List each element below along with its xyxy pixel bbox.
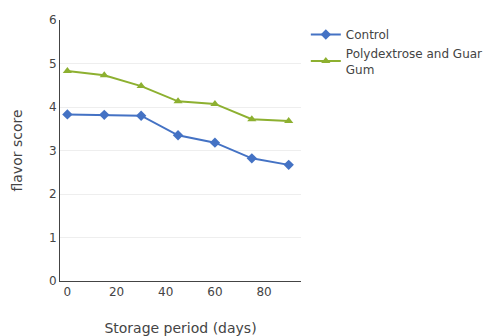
- svg-text:0: 0: [64, 285, 72, 299]
- svg-text:Control: Control: [346, 28, 389, 42]
- svg-text:6: 6: [49, 13, 57, 27]
- svg-text:1: 1: [49, 231, 57, 245]
- svg-text:20: 20: [109, 285, 124, 299]
- svg-text:0: 0: [49, 274, 57, 288]
- svg-text:2: 2: [49, 187, 57, 201]
- svg-text:4: 4: [49, 100, 57, 114]
- svg-text:80: 80: [256, 285, 271, 299]
- svg-text:5: 5: [49, 57, 57, 71]
- svg-text:Storage period (days): Storage period (days): [104, 320, 256, 336]
- svg-text:3: 3: [49, 144, 57, 158]
- svg-text:60: 60: [207, 285, 222, 299]
- svg-text:flavor score: flavor score: [9, 109, 25, 191]
- svg-text:40: 40: [158, 285, 173, 299]
- svg-text:Polydextrose and GuarGum: Polydextrose and GuarGum: [346, 47, 482, 77]
